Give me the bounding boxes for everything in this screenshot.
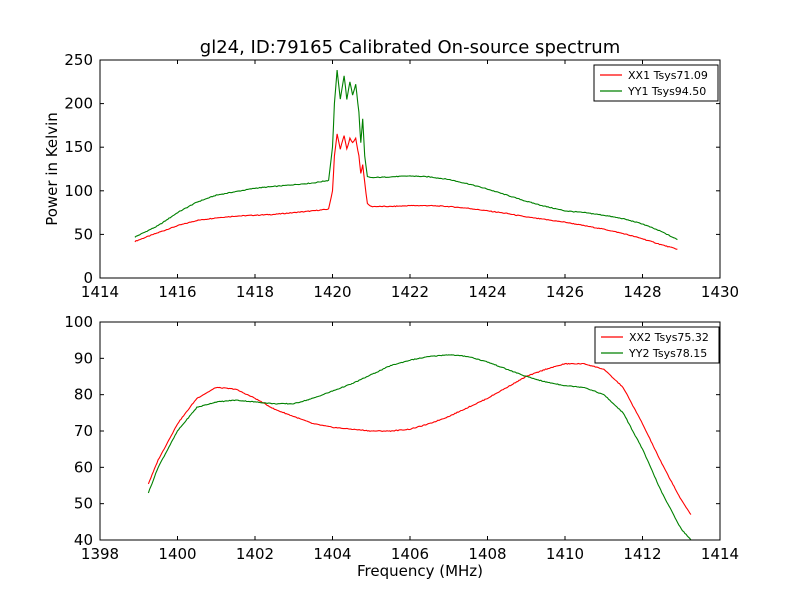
bottom-x-tick-label: 1402 (236, 545, 274, 563)
bottom-legend-box (594, 326, 720, 364)
bottom-series-2-line (147, 354, 692, 541)
top-x-tick-label: 1422 (391, 283, 429, 301)
chart-title: gl24, ID:79165 Calibrated On-source spec… (200, 37, 620, 58)
bottom-x-tick-label: 1410 (546, 545, 584, 563)
top-series-2-line (134, 70, 678, 241)
top-x-tick-label: 1426 (546, 283, 584, 301)
bottom-x-tick-label: 1406 (391, 545, 429, 563)
top-x-tick-label: 1420 (313, 283, 351, 301)
bottom-y-tick-label: 100 (64, 313, 93, 331)
bottom-y-tick-label: 70 (74, 422, 93, 440)
bottom-y-tick-label: 40 (74, 531, 93, 549)
bottom-x-tick-label: 1408 (468, 545, 506, 563)
top-y-tick-label: 0 (83, 269, 93, 287)
top-x-tick-label: 1424 (468, 283, 506, 301)
top-legend: XX1 Tsys71.09 YY1 Tsys94.50 (593, 64, 719, 102)
bottom-series-1-line (147, 362, 692, 515)
bottom-x-tick-label: 1400 (158, 545, 196, 563)
top-spectrum-panel: 1414 1416 1418 1420 1422 1424 1426 1428 1430 0 50 1… (43, 51, 739, 301)
bottom-y-tick-label: 90 (74, 349, 93, 367)
top-legend-box (593, 64, 719, 102)
top-x-tick-label: 1414 (81, 283, 119, 301)
top-y-tick-label: 150 (64, 138, 93, 156)
top-x-tick-label: 1430 (701, 283, 739, 301)
bottom-legend: XX2 Tsys75.32 YY2 Tsys78.15 (594, 326, 720, 364)
bottom-legend-label-1: XX2 Tsys75.32 (629, 331, 709, 344)
top-x-tick-label: 1418 (236, 283, 274, 301)
bottom-x-axis-label: Frequency (MHz) (357, 562, 483, 580)
top-x-tick-label: 1416 (158, 283, 196, 301)
top-legend-label-1: XX1 Tsys71.09 (628, 69, 708, 82)
top-y-axis-label: Power in Kelvin (43, 112, 61, 226)
bottom-x-tick-label: 1412 (623, 545, 661, 563)
top-y-tick-label: 250 (64, 51, 93, 69)
bottom-y-tick-label: 80 (74, 386, 93, 404)
bottom-x-tick-label: 1414 (701, 545, 739, 563)
bottom-legend-label-2: YY2 Tsys78.15 (628, 347, 707, 360)
bottom-y-tick-label: 50 (74, 495, 93, 513)
top-series-1-line (134, 133, 678, 250)
bottom-x-tick-label: 1404 (313, 545, 351, 563)
top-y-tick-label: 100 (64, 182, 93, 200)
top-y-tick-label: 200 (64, 95, 93, 113)
top-x-tick-label: 1428 (623, 283, 661, 301)
top-y-tick-label: 50 (74, 225, 93, 243)
bottom-y-tick-label: 60 (74, 458, 93, 476)
bottom-spectrum-panel: 1398 1400 1402 1404 1406 1408 1410 1412 1414 40 50… (64, 313, 739, 580)
bottom-x-tick-label: 1398 (81, 545, 119, 563)
top-legend-label-2: YY1 Tsys94.50 (627, 85, 706, 98)
